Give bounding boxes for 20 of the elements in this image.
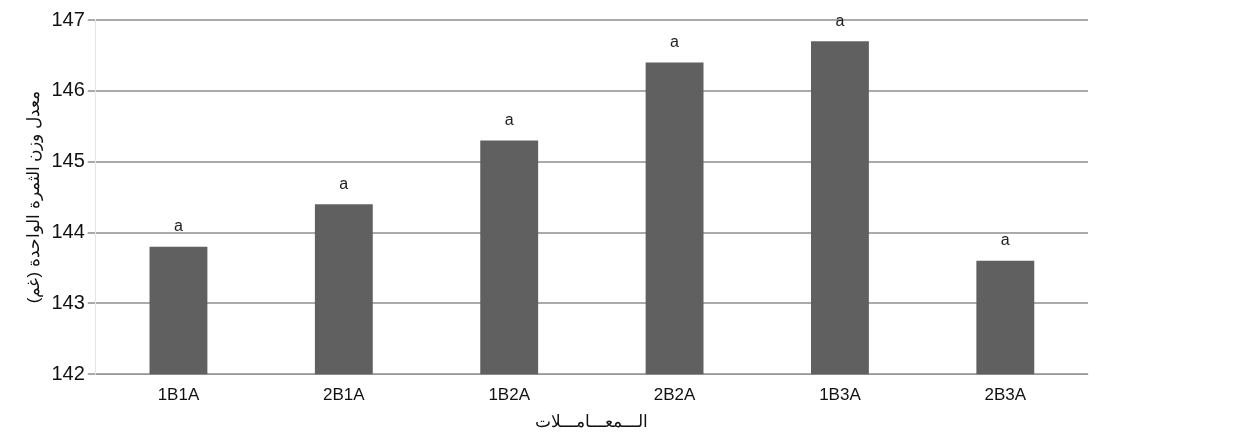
- x-tick-label: 1B1A: [157, 385, 200, 405]
- data-label: a: [835, 11, 845, 29]
- x-axis-title: الـــمعـــامـــلات: [535, 412, 649, 432]
- x-tick-label: 2B3A: [984, 385, 1027, 405]
- y-tick-label: 142: [51, 361, 85, 384]
- x-tick-label: 1B2A: [488, 385, 531, 405]
- x-tick-label: 2B1A: [323, 385, 366, 405]
- y-tick-label: 147: [51, 7, 85, 30]
- y-axis-title: معدل وزن الثمرة الواحدة (غم): [23, 90, 44, 304]
- data-label: a: [339, 174, 349, 192]
- data-label: a: [670, 32, 680, 50]
- y-tick-label: 143: [51, 290, 85, 313]
- y-tick-label: 144: [51, 220, 85, 243]
- x-tick-label: 2B2A: [653, 385, 697, 405]
- data-label: a: [504, 110, 514, 128]
- x-tick-label: 1B3A: [819, 385, 862, 405]
- data-label: a: [1000, 231, 1010, 249]
- data-label: a: [174, 217, 183, 235]
- y-tick-label: 145: [51, 149, 85, 172]
- y-tick-label: 146: [51, 78, 85, 101]
